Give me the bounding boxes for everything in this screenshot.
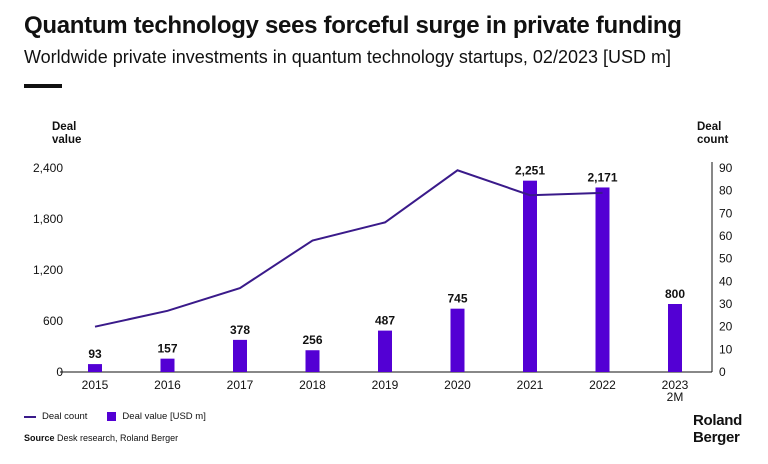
bar-series xyxy=(88,180,682,372)
bar-value-label: 256 xyxy=(302,333,322,347)
x-tick-label-line: 2016 xyxy=(154,378,181,392)
bar xyxy=(450,308,465,372)
right-tick-label: 40 xyxy=(719,274,733,288)
bar-value-label: 157 xyxy=(157,342,177,356)
bar-value-label: 93 xyxy=(88,347,102,361)
bar xyxy=(378,330,392,372)
bar-value-label: 745 xyxy=(447,292,467,306)
source-label: Source xyxy=(24,433,55,443)
x-tick-label: 2020 xyxy=(444,378,471,392)
bar-value-label: 2,171 xyxy=(587,170,617,184)
x-tick-label-line: 2M xyxy=(667,390,684,404)
bar-value-label: 2,251 xyxy=(515,164,545,178)
bar xyxy=(595,187,610,372)
left-tick-label: 1,800 xyxy=(33,212,63,226)
x-tick-label-line: 2023 xyxy=(662,378,689,392)
right-tick-label: 60 xyxy=(719,229,733,243)
x-tick-label-line: 2020 xyxy=(444,378,471,392)
bar-data-labels: 93 157 378 256 487 745 2,251 2,171 800 xyxy=(88,164,685,361)
x-tick-label-line: 2015 xyxy=(82,378,109,392)
x-tick-label-line: 2021 xyxy=(517,378,544,392)
legend-line-swatch xyxy=(24,415,36,418)
right-axis-label: Deal count xyxy=(697,121,729,146)
brand-logo: Roland Berger xyxy=(693,412,742,446)
brand-line-2: Berger xyxy=(693,429,740,446)
left-axis-ticks: 0 600 1,200 1,800 2,400 xyxy=(33,161,63,379)
brand-line-1: Roland xyxy=(693,412,743,429)
bar xyxy=(88,364,102,372)
left-axis-label: Deal value xyxy=(52,121,82,146)
left-tick-label: 2,400 xyxy=(33,161,63,175)
right-tick-label: 70 xyxy=(719,206,733,220)
right-tick-label: 50 xyxy=(719,252,733,266)
bar-value-label: 487 xyxy=(375,314,395,328)
x-tick-label-line: 2022 xyxy=(589,378,616,392)
bar-value-label: 800 xyxy=(665,287,685,301)
chart-title: Quantum technology sees forceful surge i… xyxy=(24,12,682,39)
bar xyxy=(523,180,537,372)
bar xyxy=(233,339,247,372)
right-tick-label: 0 xyxy=(719,365,726,379)
title-rule xyxy=(24,84,62,88)
x-tick-label: 2015 xyxy=(82,378,109,392)
x-tick-label-line: 2017 xyxy=(227,378,254,392)
left-tick-label: 600 xyxy=(43,314,63,328)
bar-value-label: 378 xyxy=(230,323,250,337)
x-tick-label: 2021 xyxy=(517,378,544,392)
right-tick-label: 10 xyxy=(719,342,733,356)
right-tick-label: 90 xyxy=(719,161,733,175)
right-tick-label: 30 xyxy=(719,297,733,311)
x-tick-label: 2022 xyxy=(589,378,616,392)
x-tick-label: 2016 xyxy=(154,378,181,392)
source-text: Desk research, Roland Berger xyxy=(57,433,179,443)
legend: Deal count Deal value [USD m] xyxy=(24,411,206,422)
legend-bar-label: Deal value [USD m] xyxy=(122,411,206,422)
legend-line-label: Deal count xyxy=(42,411,88,422)
left-tick-label: 0 xyxy=(56,365,63,379)
left-tick-label: 1,200 xyxy=(33,263,63,277)
source-note: Source Desk research, Roland Berger xyxy=(24,433,178,443)
bar xyxy=(305,350,320,372)
x-tick-label-line: 2019 xyxy=(372,378,399,392)
x-axis-tick-labels: 2015 2016 2017 2018 2019 2020 2021 2022 2023 2M xyxy=(82,378,689,404)
right-axis-ticks: 0 10 20 30 40 50 60 70 80 90 xyxy=(719,161,733,379)
x-tick-label: 2023 2M xyxy=(662,378,689,404)
chart-subtitle: Worldwide private investments in quantum… xyxy=(24,47,671,67)
bar xyxy=(160,358,175,372)
right-tick-label: 20 xyxy=(719,320,733,334)
legend-bar-swatch xyxy=(107,412,117,421)
deal-count-line xyxy=(94,169,603,328)
x-tick-label: 2018 xyxy=(299,378,326,392)
x-tick-label: 2019 xyxy=(372,378,399,392)
x-tick-label-line: 2018 xyxy=(299,378,326,392)
bar xyxy=(668,304,682,372)
right-tick-label: 80 xyxy=(719,184,733,198)
x-tick-label: 2017 xyxy=(227,378,254,392)
